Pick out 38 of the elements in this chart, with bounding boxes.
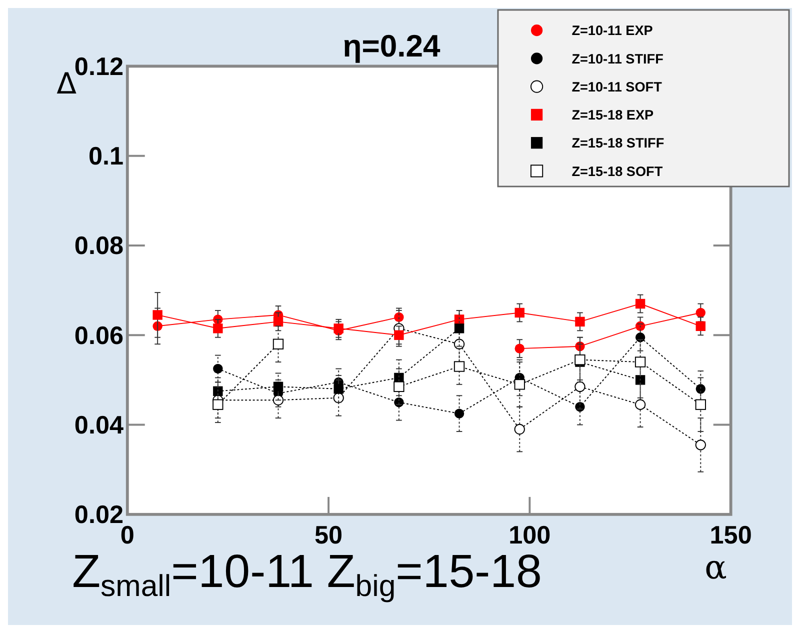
point [575, 316, 585, 327]
point [334, 384, 344, 394]
y-tick-label: 0.12 [74, 52, 124, 81]
point [514, 344, 524, 354]
legend-label: Z=15-18 SOFT [572, 164, 664, 179]
legend-label: Z=10-11 EXP [572, 23, 653, 38]
point [635, 298, 646, 309]
x-axis-title: α [704, 547, 727, 586]
y-tick-label: 0.04 [74, 411, 124, 440]
x-tick-label: 150 [710, 522, 752, 550]
point [213, 324, 223, 334]
point [273, 382, 284, 392]
point [634, 356, 646, 368]
point [695, 399, 706, 410]
point [273, 316, 284, 327]
legend-label: Z=10-11 STIFF [572, 51, 664, 66]
point [394, 330, 404, 340]
point [152, 310, 162, 320]
point [454, 324, 464, 334]
y-tick-label: 0.1 [88, 142, 124, 171]
y-tick-label: 0.06 [74, 322, 124, 350]
point [212, 399, 224, 410]
point [514, 308, 524, 318]
point [213, 386, 223, 396]
point [454, 361, 465, 372]
legend-label: Z=10-11 SOFT [572, 79, 663, 94]
point [696, 384, 706, 394]
point [213, 364, 223, 374]
point [272, 338, 284, 350]
point [394, 381, 404, 392]
point [514, 379, 525, 390]
point [574, 354, 586, 366]
y-tick-label: 0.08 [74, 232, 124, 260]
legend-label: Z=15-18 EXP [572, 108, 654, 123]
legend-label: Z=15-18 STIFF [572, 136, 664, 151]
text: η=0.24 [342, 28, 441, 64]
point [574, 381, 586, 392]
point [454, 408, 464, 418]
